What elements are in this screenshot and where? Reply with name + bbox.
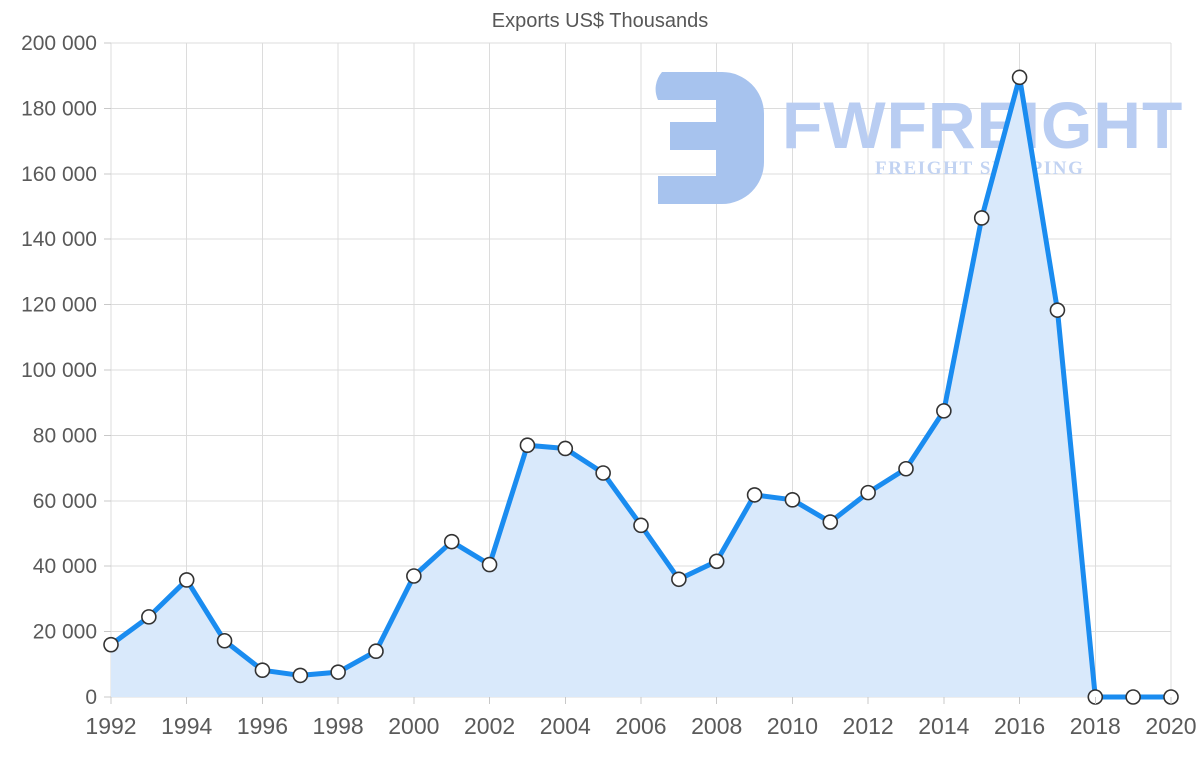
y-tick-label: 200 000 — [21, 32, 97, 55]
y-tick-label: 0 — [85, 686, 97, 709]
area-fill — [111, 77, 1171, 698]
watermark-tagline: FREIGHT SHIPPING — [875, 158, 1084, 179]
x-tick-label: 1996 — [237, 713, 288, 739]
y-tick-label: 140 000 — [21, 228, 97, 251]
data-point-1998[interactable] — [330, 664, 346, 680]
data-point-2016[interactable] — [1011, 69, 1028, 86]
data-point-2000[interactable] — [406, 568, 422, 584]
data-point-1992[interactable] — [103, 636, 119, 653]
y-tick-label: 60 000 — [33, 490, 97, 513]
x-tick-label: 1992 — [85, 713, 136, 739]
watermark-wordmark: FWFREIGHT — [782, 88, 1183, 162]
data-point-2001[interactable] — [443, 533, 460, 550]
data-point-2003[interactable] — [519, 437, 536, 454]
data-point-2004[interactable] — [557, 440, 574, 457]
y-tick-label: 20 000 — [33, 621, 97, 644]
x-tick-label: 2010 — [767, 713, 818, 739]
x-tick-label: 2014 — [918, 713, 969, 739]
x-tick-label: 2002 — [464, 713, 515, 739]
data-point-2019[interactable] — [1125, 689, 1141, 705]
fwfreight-logo-mark — [655, 72, 764, 204]
x-tick-label: 2004 — [540, 713, 591, 739]
data-point-2007[interactable] — [671, 571, 687, 588]
x-tick-label: 2016 — [994, 713, 1045, 739]
data-point-2009[interactable] — [746, 487, 763, 503]
x-tick-label: 2020 — [1145, 713, 1196, 739]
y-tick-label: 120 000 — [21, 294, 97, 317]
data-point-2011[interactable] — [822, 514, 839, 530]
data-point-1996[interactable] — [254, 662, 271, 678]
y-tick-label: 160 000 — [21, 163, 97, 186]
data-point-2017[interactable] — [1049, 302, 1066, 318]
x-tick-label: 2000 — [388, 713, 439, 739]
x-axis-tickmarks — [110, 697, 1172, 704]
data-point-1999[interactable] — [368, 643, 384, 660]
data-point-2002[interactable] — [481, 556, 498, 573]
data-point-2006[interactable] — [633, 517, 649, 534]
data-point-2015[interactable] — [973, 210, 990, 226]
data-point-1995[interactable] — [216, 632, 233, 649]
y-axis-tickmarks — [104, 42, 111, 698]
x-axis-labels: 1992 1994 1996 1998 2000 2002 2004 2006 2008 2010… — [85, 713, 1196, 739]
data-point-2010[interactable] — [784, 492, 801, 508]
y-tick-label: 100 000 — [21, 359, 97, 382]
data-point-2008[interactable] — [708, 553, 725, 570]
x-tick-label: 1998 — [313, 713, 364, 739]
y-tick-label: 40 000 — [33, 555, 97, 578]
data-point-2014[interactable] — [936, 403, 952, 419]
y-tick-label: 80 000 — [33, 424, 97, 447]
x-tick-label: 2006 — [615, 713, 666, 739]
data-point-markers[interactable] — [103, 69, 1179, 705]
data-point-1993[interactable] — [141, 609, 157, 625]
y-tick-label: 180 000 — [21, 97, 97, 120]
data-point-2012[interactable] — [860, 484, 876, 501]
x-tick-label: 2012 — [843, 713, 894, 739]
data-point-1997[interactable] — [292, 667, 309, 684]
chart-title: Exports US$ Thousands — [492, 10, 708, 32]
x-tick-label: 2018 — [1070, 713, 1121, 739]
data-point-2013[interactable] — [898, 460, 914, 477]
x-tick-label: 1994 — [161, 713, 212, 739]
y-axis-labels: 0 20 000 40 000 60 000 80 000 100 000 120 000 1… — [21, 32, 97, 709]
data-point-2005[interactable] — [595, 465, 611, 481]
x-tick-label: 2008 — [691, 713, 742, 739]
watermark-group: FWFREIGHT FREIGHT SHIPPING — [655, 72, 1183, 204]
data-point-1994[interactable] — [178, 572, 195, 588]
